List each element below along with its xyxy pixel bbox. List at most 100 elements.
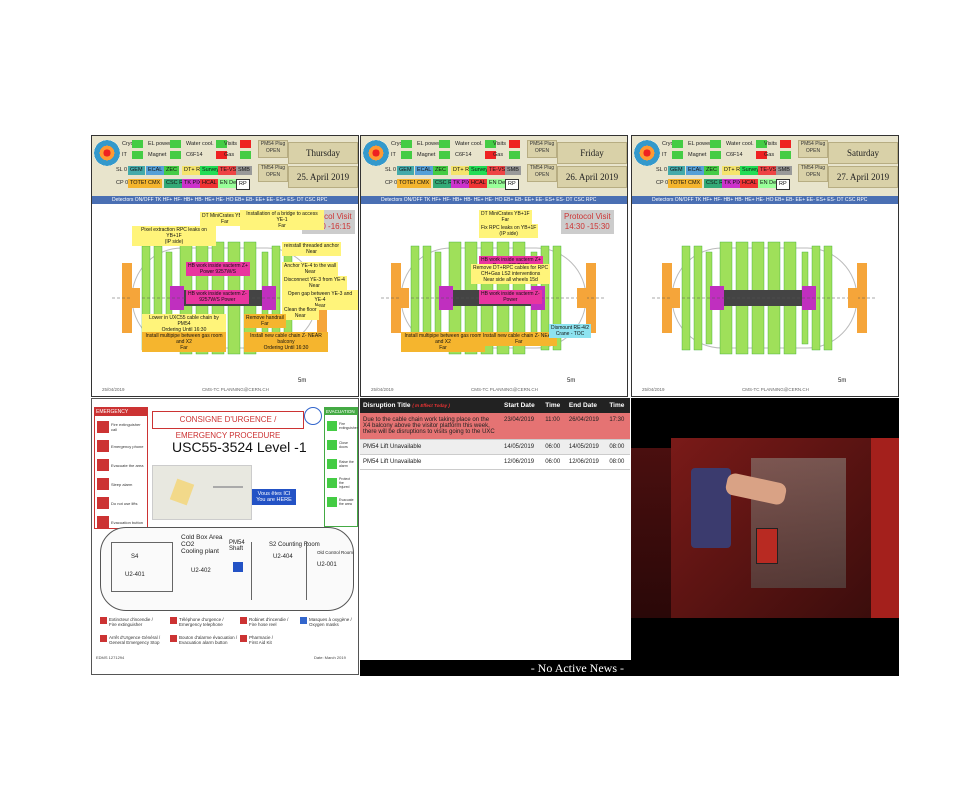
tm54-plug: TM54 Plug OPEN [798, 164, 828, 182]
emergency-instruction-text: Do not use lifts [111, 500, 138, 506]
legend-text: Robinet d'incendie / Fire hose reel [249, 617, 289, 627]
cp-label: CP 0 [116, 180, 129, 186]
planning-note: Pixel extraction RPC leaks on YB+1F (IP … [132, 226, 216, 246]
end-date: 26/04/2019 [565, 413, 607, 440]
emergency-instruction-text: Emergency phone [111, 443, 144, 449]
tag-zec: ZEC [433, 166, 448, 175]
planning-note: Clean the floor Near [282, 306, 319, 320]
start-date: 12/06/2019 [501, 454, 543, 470]
planning-panel-saturday: Cryo EL power Water cool. Visits IT Magn… [631, 135, 899, 397]
tag-hcal: HCAL [200, 179, 219, 188]
planning-note: Installation of a bridge to access YE-1 … [240, 210, 324, 230]
water-cool-indicator [216, 140, 227, 148]
protocol-visit: Protocol Visit 14:30 -15:30 [561, 210, 614, 234]
status-header: Cryo EL power Water cool. Visits IT Magn… [632, 136, 898, 196]
planning-note: HB work inside vacterm Z+ Power 9257W/S [186, 262, 250, 276]
tag-smb: SMB [776, 166, 792, 175]
magnet-indicator [710, 151, 721, 159]
water-cool-label: Water cool. [455, 141, 483, 147]
tag-ecal: ECAL [686, 166, 705, 175]
tag-zec: ZEC [704, 166, 719, 175]
cp-label: CP 0 [656, 180, 669, 186]
emergency-icon [97, 478, 109, 490]
evacuation-icon [327, 459, 337, 469]
end-time: 08:00 [606, 439, 630, 455]
room-pm54: PM54 Shaft [229, 540, 245, 552]
tag-csc-re: CSC RE [164, 179, 189, 188]
planning-note: DT MiniCrates YB+1F Far [479, 210, 532, 224]
cms-logo [94, 140, 120, 166]
start-date: 14/05/2019 [501, 439, 543, 455]
cryo-indicator [672, 140, 683, 148]
planning-note: Install new cable chain Z- NEAR Far [481, 332, 557, 346]
gas-label: Gas [224, 152, 235, 158]
legend-item: Masques à oxygène / Oxygen masks [300, 617, 352, 627]
cryo-label: Cryo [391, 141, 403, 147]
visits-indicator [509, 140, 520, 148]
pm54-plug: PM54 Plug OPEN [258, 140, 288, 158]
evacuation-item: Fire extinguisher [327, 418, 358, 434]
sl-label: SL 0 [385, 167, 397, 173]
legend-icon [240, 617, 247, 624]
tm54-plug: TM54 Plug OPEN [527, 164, 557, 182]
cryo-label: Cryo [122, 141, 134, 147]
tag-rp: RP [776, 179, 790, 190]
tm54-plug-state: OPEN [265, 172, 281, 178]
emergency-title: CONSIGNE D'URGENCE / EMERGENCY PROCEDURE [152, 411, 304, 440]
emergency-icon [97, 440, 109, 452]
cms-logo [634, 140, 660, 166]
cms-logo [363, 140, 389, 166]
planning-panel-friday: Cryo EL power Water cool. Visits IT Magn… [360, 135, 628, 397]
pm54-plug-state: OPEN [805, 148, 821, 154]
table-header-row: Disruption Title ( In Effect Today ) Sta… [360, 398, 630, 413]
tag-totem: TOTEM [668, 179, 692, 188]
el-power-label: EL power [688, 141, 712, 147]
cryo-indicator [132, 140, 143, 148]
planning-panel-thursday: Cryo EL power Water cool. Visits IT Magn… [91, 135, 359, 397]
cryo-indicator [401, 140, 412, 148]
planning-note: HB work inside vacterm Z- Power [479, 290, 542, 304]
table-row: PM54 Lift Unavailable 12/06/2019 06:00 1… [360, 454, 630, 470]
evacuation-item: Close doors [327, 437, 355, 453]
c6f14-label: C6F14 [726, 152, 743, 158]
planning-note: HB work inside vacterm Z- 9257W/S Power [186, 290, 249, 304]
col-title: Disruption Title ( In Effect Today ) [360, 398, 501, 413]
legend-text: Bouton d'alarme évacuation / Evacuation … [179, 635, 238, 645]
footer-date: 25/04/2019 [102, 387, 125, 392]
it-indicator [672, 151, 683, 159]
planning-note: Install multipipe between gas room and X… [142, 332, 226, 352]
evacuation-text: Raise the alarm [339, 460, 354, 468]
sl-label: SL 0 [656, 167, 668, 173]
gas-indicator [780, 151, 791, 159]
tm54-plug-label: TM54 Plug [260, 165, 286, 171]
end-date: 14/05/2019 [565, 439, 607, 455]
table-row: Due to the cable chain work taking place… [360, 413, 630, 440]
tag-dt-rb: DT+ RB [451, 166, 475, 175]
start-time: 06:00 [542, 439, 566, 455]
evacuation-item: Protect the injured [327, 475, 355, 491]
tag-totem: TOTEM [128, 179, 152, 188]
c6f14-label: C6F14 [186, 152, 203, 158]
tag-dt-rb: DT+ RB [722, 166, 746, 175]
emergency-instruction-item: Sleep alarm [97, 476, 145, 492]
detectors-bar: Detectors ON/OFF TK HF+ HF- HB+ HB- HE+ … [632, 196, 898, 204]
el-power-label: EL power [417, 141, 441, 147]
it-label: IT [122, 152, 127, 158]
tag-rp: RP [505, 179, 519, 190]
col-end-date: End Date [565, 398, 607, 413]
tag-survey: Survey [200, 166, 222, 175]
location-title: USC55-3524 Level -1 [172, 439, 307, 455]
water-cool-label: Water cool. [726, 141, 754, 147]
detectors-bar: Detectors ON/OFF TK HF+ HF- HB+ HB- HE+ … [92, 196, 358, 204]
tag-te-vsc: TE-VSC [758, 166, 783, 175]
water-cool-label: Water cool. [186, 141, 214, 147]
pm54-plug-label: PM54 Plug [800, 141, 826, 147]
tag-en-dept: EN Dept [758, 179, 783, 188]
c6f14-indicator [485, 151, 496, 159]
legend-icon [170, 635, 177, 642]
emergency-header: EMERGENCY [95, 408, 147, 416]
emergency-instruction-text: Sleep alarm [111, 481, 133, 487]
planning-note: Remove DT+RPC cables for RPC CH+Gas LS2 … [471, 264, 551, 284]
footer-email: CMS-TC PLANNING@CERN.CH [202, 387, 269, 392]
legend-text: Téléphone d'urgence / Emergency telephon… [179, 617, 224, 627]
